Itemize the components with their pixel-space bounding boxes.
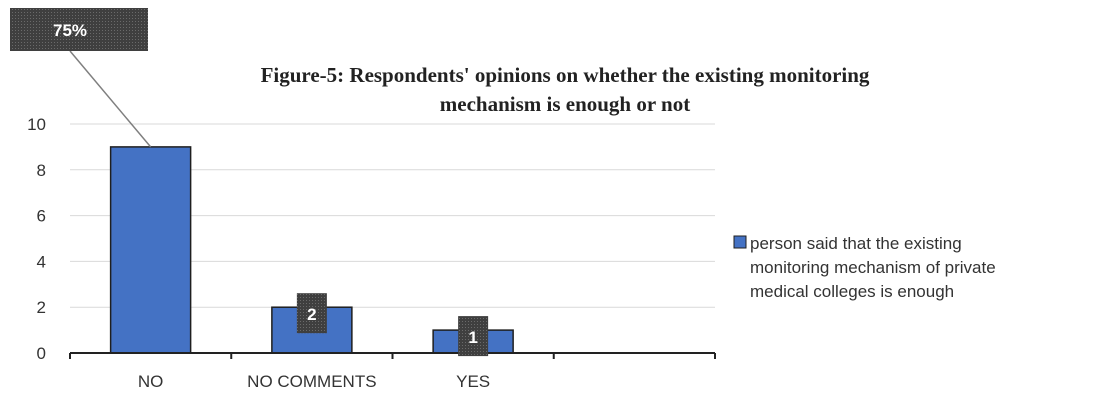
legend-swatch — [733, 235, 747, 249]
data-label-box — [296, 293, 327, 334]
bar-no — [109, 146, 192, 354]
y-tick-label: 0 — [37, 344, 46, 363]
x-tick-label: NO COMMENTS — [247, 372, 376, 391]
data-label: 1 — [468, 328, 477, 347]
data-label-box — [10, 8, 148, 51]
legend-label-line-2: monitoring mechanism of private — [750, 258, 996, 277]
chart-title-line-2: mechanism is enough or not — [440, 92, 690, 116]
y-tick-label: 6 — [37, 207, 46, 226]
legend-label-line-3: medical colleges is enough — [750, 282, 954, 301]
data-label: 75% — [53, 21, 87, 40]
y-tick-label: 8 — [37, 161, 46, 180]
x-tick-label: NO — [138, 372, 164, 391]
data-label: 2 — [307, 305, 316, 324]
y-axis-ticks: 0 2 4 6 8 10 — [27, 115, 46, 363]
data-label-box — [458, 316, 489, 357]
y-tick-label: 10 — [27, 115, 46, 134]
legend: person said that the existing monitoring… — [733, 234, 996, 301]
y-tick-label: 4 — [37, 252, 46, 271]
x-axis — [69, 352, 716, 359]
y-tick-label: 2 — [37, 298, 46, 317]
callout-leader-line — [69, 50, 152, 148]
legend-label-line-1: person said that the existing — [750, 234, 962, 253]
chart-title-line-1: Figure-5: Respondents' opinions on wheth… — [261, 63, 870, 87]
data-labels: 75% 2 1 — [10, 8, 489, 357]
x-tick-label: YES — [456, 372, 490, 391]
x-axis-labels: NO NO COMMENTS YES — [138, 372, 490, 391]
